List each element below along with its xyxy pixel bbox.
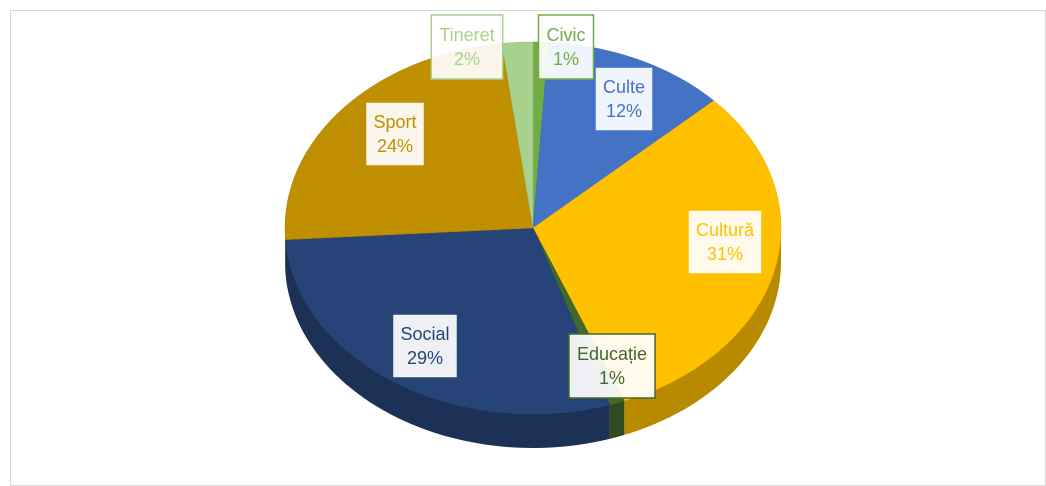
label-category: Civic	[547, 25, 586, 45]
label-category: Sport	[373, 112, 416, 132]
data-label: Cultură 31%	[687, 209, 763, 275]
label-box	[391, 313, 459, 379]
slice-side	[609, 400, 625, 439]
slice-side	[285, 239, 610, 448]
label-category: Culte	[603, 77, 645, 97]
label-box	[568, 333, 656, 399]
data-label: Sport 24%	[364, 101, 426, 167]
label-box	[594, 66, 654, 132]
pie-sides	[285, 228, 781, 448]
data-label: Social 29%	[391, 313, 459, 379]
label-value: 2%	[454, 49, 480, 69]
label-category: Social	[400, 324, 449, 344]
data-label: Tineret 2%	[430, 14, 504, 80]
data-label: Educație 1%	[568, 333, 656, 399]
slice	[532, 100, 782, 402]
data-label: Culte 12%	[594, 66, 654, 132]
label-value: 1%	[599, 368, 625, 388]
label-category: Cultură	[696, 220, 755, 240]
data-labels: Civic 1% Culte 12% Cultură 31% Educație 1% Socia…	[364, 14, 763, 399]
label-value: 29%	[407, 348, 443, 368]
data-label: Civic 1%	[537, 14, 595, 80]
label-box	[687, 209, 763, 275]
label-value: 1%	[553, 49, 579, 69]
label-category: Tineret	[439, 25, 494, 45]
label-box	[430, 14, 504, 80]
label-box	[537, 14, 595, 80]
label-value: 31%	[707, 244, 743, 264]
slice-side	[624, 228, 781, 435]
label-value: 12%	[606, 101, 642, 121]
label-value: 24%	[377, 136, 413, 156]
label-box	[364, 101, 426, 167]
label-category: Educație	[577, 344, 647, 364]
